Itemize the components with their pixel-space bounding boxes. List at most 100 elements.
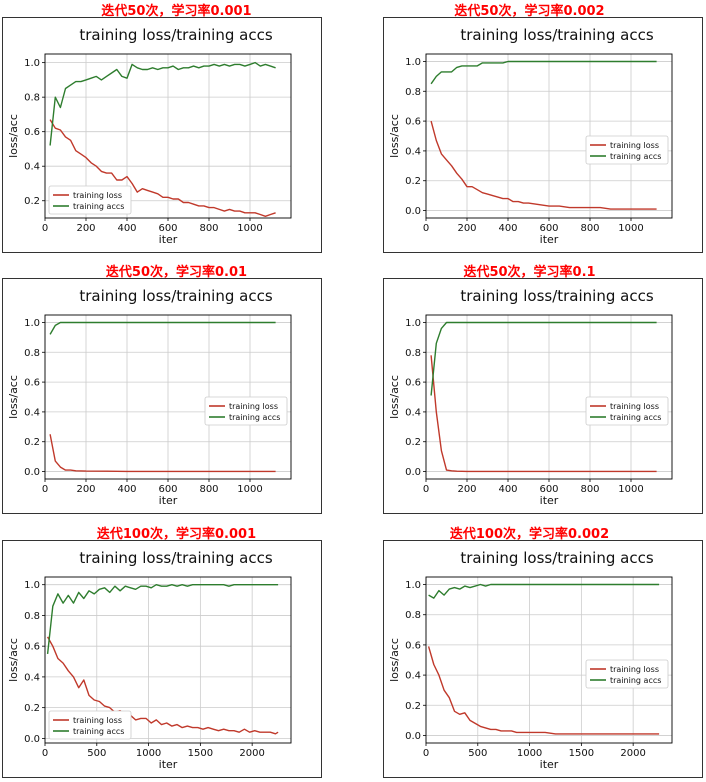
chart2-legend-label: training loss [610, 141, 659, 150]
chart3-legend-label: training accs [229, 413, 280, 422]
chart6-legend-label: training loss [610, 665, 659, 674]
chart2-y-tick-label: 0.6 [405, 117, 421, 128]
chart4-x-tick-label: 600 [539, 484, 558, 495]
chart2-series-line-training-accs [430, 60, 657, 85]
chart3-y-tick-label: 0.6 [24, 378, 40, 389]
chart6-plot-frame [425, 576, 673, 744]
caption-chart-3: 迭代50次，学习率0.01 [105, 265, 248, 280]
chart1-x-axis-label: iter [159, 233, 178, 246]
chart1-legend-label: training loss [73, 191, 122, 200]
chart3-y-tick-label: 0.4 [24, 407, 40, 418]
chart1-x-tick-label: 600 [158, 223, 177, 234]
chart-svg-1: training loss/training accs 0 200 400 600 800… [7, 26, 292, 246]
chart2-y-tick-label: 0.4 [405, 146, 421, 157]
chart6-series-line-training-accs [428, 583, 660, 599]
chart-panel-2: training loss/training accs 0 200 400 600 800… [383, 17, 703, 253]
chart6-y-axis-label: loss/acc [388, 638, 401, 682]
chart5-legend-box [48, 710, 132, 740]
chart4-x-tick-label: 200 [457, 484, 476, 495]
chart2-x-tick-label: 1000 [618, 223, 643, 234]
chart3-x-tick-label: 0 [42, 484, 48, 495]
chart4-x-tick-label: 400 [498, 484, 517, 495]
chart5-x-tick-label: 0 [42, 748, 48, 759]
chart-panel-1: training loss/training accs 0 200 400 600 800… [2, 17, 322, 253]
chart1-legend-box [48, 185, 132, 215]
chart3-x-axis-label: iter [159, 494, 178, 507]
chart4-plot-frame [425, 314, 673, 480]
chart5-title: training loss/training accs [79, 549, 272, 567]
chart6-y-tick-label: 0.6 [405, 640, 421, 651]
chart6-legend-box [585, 659, 669, 689]
chart6-y-tick-label: 0.2 [405, 701, 421, 712]
chart3-series-line-training-accs [49, 321, 276, 335]
chart3-x-tick-label: 1000 [237, 484, 262, 495]
caption-chart-2: 迭代50次，学习率0.002 [454, 4, 605, 19]
chart5-x-tick-label: 1500 [188, 748, 213, 759]
chart4-y-axis-label: loss/acc [388, 375, 401, 419]
chart6-y-tick-label: 1.0 [405, 580, 421, 591]
chart2-x-tick-label: 800 [580, 223, 599, 234]
chart1-y-tick-label: 1.0 [24, 58, 40, 69]
caption-chart-4: 迭代50次，学习率0.1 [463, 265, 596, 280]
chart1-series-line-training-accs [49, 61, 276, 146]
chart-svg-6: training loss/training accs 0 500 1000 1500 2… [388, 549, 673, 771]
chart2-y-axis-label: loss/acc [388, 114, 401, 158]
chart3-y-tick-label: 0.0 [24, 467, 40, 478]
chart3-y-tick-label: 1.0 [24, 318, 40, 329]
chart5-y-tick-label: 0.2 [24, 703, 40, 714]
chart6-x-tick-label: 1000 [517, 748, 542, 759]
chart1-y-tick-label: 0.4 [24, 162, 40, 173]
chart6-x-tick-label: 1500 [569, 748, 594, 759]
chart1-x-tick-label: 200 [76, 223, 95, 234]
chart6-x-axis-label: iter [540, 758, 559, 771]
chart4-y-tick-label: 0.2 [405, 437, 421, 448]
chart1-y-tick-label: 0.2 [24, 196, 40, 207]
chart4-legend-label: training loss [610, 402, 659, 411]
chart-svg-4: training loss/training accs 0 200 400 600 800… [388, 287, 673, 507]
chart5-y-tick-label: 0.8 [24, 611, 40, 622]
chart4-x-axis-label: iter [540, 494, 559, 507]
chart-svg-5: training loss/training accs 0 500 1000 1500 2… [7, 549, 292, 771]
chart1-y-axis-label: loss/acc [7, 114, 20, 158]
chart2-x-tick-label: 400 [498, 223, 517, 234]
chart4-y-tick-label: 0.8 [405, 348, 421, 359]
chart5-x-tick-label: 1000 [136, 748, 161, 759]
chart4-y-tick-label: 0.6 [405, 378, 421, 389]
chart5-series-line-training-accs [46, 584, 279, 654]
chart6-x-tick-label: 0 [423, 748, 429, 759]
chart-panel-4: training loss/training accs 0 200 400 600 800… [383, 278, 703, 514]
chart5-x-axis-label: iter [159, 758, 178, 771]
chart6-x-tick-label: 2000 [620, 748, 645, 759]
chart3-legend-box [204, 396, 288, 426]
chart6-legend-label: training accs [610, 676, 661, 685]
chart3-y-axis-label: loss/acc [7, 375, 20, 419]
chart2-y-tick-label: 0.8 [405, 87, 421, 98]
chart3-plot-frame [44, 314, 292, 480]
chart3-x-tick-label: 600 [158, 484, 177, 495]
chart2-y-tick-label: 1.0 [405, 57, 421, 68]
chart2-legend-label: training accs [610, 152, 661, 161]
chart3-y-tick-label: 0.2 [24, 437, 40, 448]
chart4-series-line-training-accs [430, 321, 657, 396]
chart3-x-tick-label: 400 [117, 484, 136, 495]
chart1-x-tick-label: 1000 [237, 223, 262, 234]
chart6-y-tick-label: 0.8 [405, 610, 421, 621]
chart2-plot-frame [425, 53, 673, 219]
chart2-legend-box [585, 135, 669, 165]
chart2-x-tick-label: 200 [457, 223, 476, 234]
chart2-x-tick-label: 600 [539, 223, 558, 234]
chart6-series-line-training-loss [427, 646, 660, 735]
chart2-y-tick-label: 0.2 [405, 176, 421, 187]
chart5-y-axis-label: loss/acc [7, 638, 20, 682]
chart5-y-tick-label: 0.0 [24, 734, 40, 745]
chart4-title: training loss/training accs [460, 287, 653, 305]
chart1-x-tick-label: 400 [117, 223, 136, 234]
chart5-x-tick-label: 2000 [239, 748, 264, 759]
caption-chart-1: 迭代50次，学习率0.001 [101, 4, 252, 19]
chart1-y-tick-label: 0.6 [24, 127, 40, 138]
chart1-y-tick-label: 0.8 [24, 93, 40, 104]
chart2-x-tick-label: 0 [423, 223, 429, 234]
chart1-plot-frame [44, 53, 292, 219]
chart4-x-tick-label: 800 [580, 484, 599, 495]
chart6-x-tick-label: 500 [468, 748, 487, 759]
